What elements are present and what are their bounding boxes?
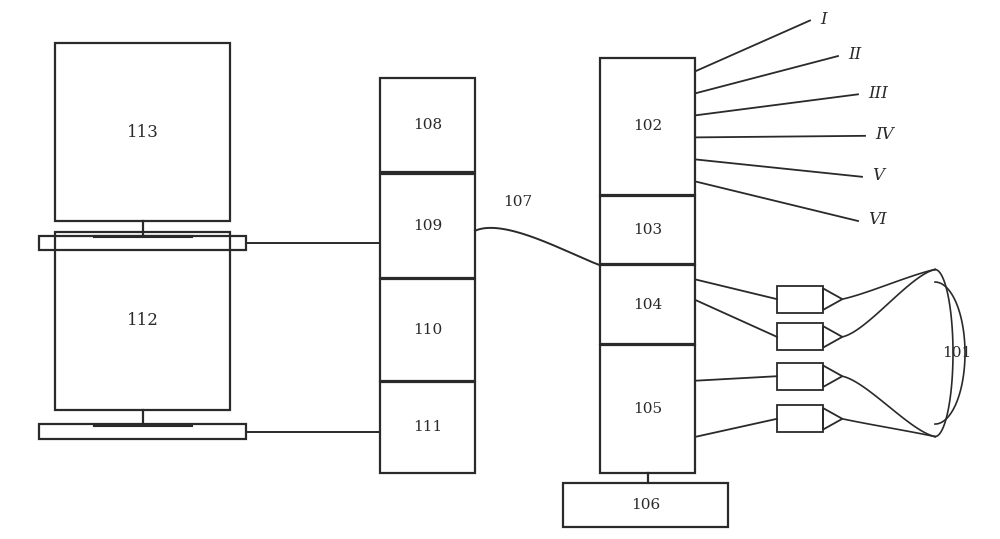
Text: 110: 110 [413,323,442,337]
Bar [777,323,823,350]
Text: V: V [872,167,884,184]
Bar [777,405,823,432]
Text: II: II [848,46,861,64]
Bar [777,286,823,313]
Bar [380,382,475,473]
Bar [39,236,246,250]
Text: I: I [820,11,827,28]
Text: 103: 103 [633,223,662,237]
Bar [380,279,475,381]
Text: 105: 105 [633,402,662,416]
Bar [563,483,728,527]
Text: 108: 108 [413,119,442,132]
Bar [600,345,695,473]
Text: 111: 111 [413,420,442,434]
Bar [380,174,475,278]
Bar [600,196,695,264]
Text: 112: 112 [127,312,158,329]
Bar [777,363,823,390]
Bar [600,58,695,195]
Text: 109: 109 [413,219,442,232]
Text: 106: 106 [631,498,660,512]
Text: 101: 101 [942,346,971,360]
Bar [380,78,475,172]
Bar [55,43,230,221]
Text: VI: VI [868,211,887,229]
Text: 113: 113 [127,123,158,141]
Bar [600,265,695,344]
Bar [55,232,230,410]
Text: 104: 104 [633,298,662,312]
Text: IV: IV [875,126,894,143]
Text: 102: 102 [633,120,662,133]
Text: 107: 107 [503,195,532,209]
Text: III: III [868,85,888,102]
Bar [39,424,246,439]
